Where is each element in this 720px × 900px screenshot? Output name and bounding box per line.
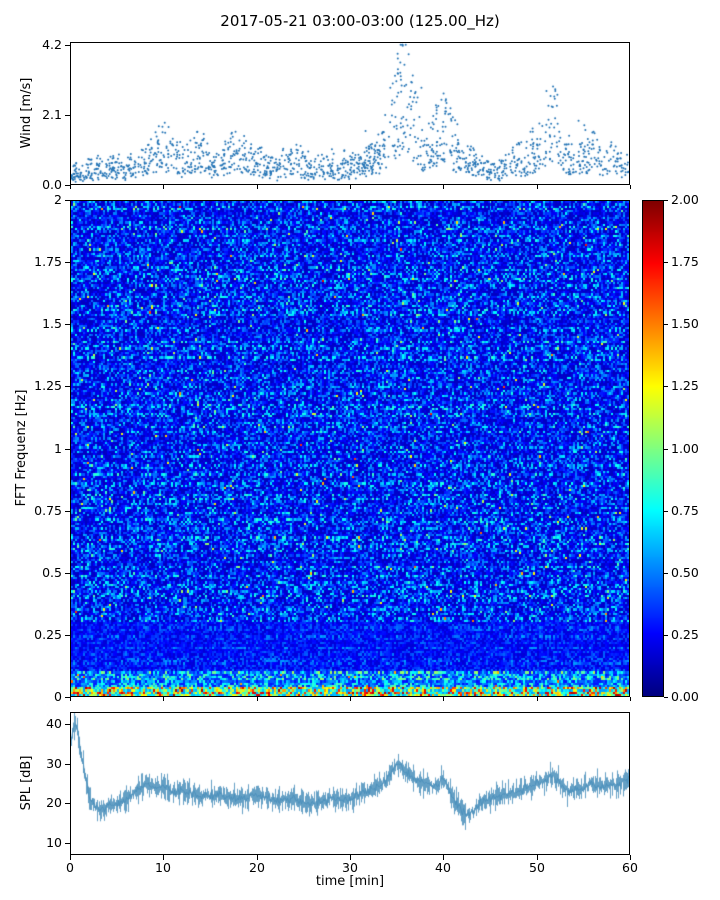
tick-mark [65, 511, 70, 512]
tick-mark [630, 697, 631, 701]
spl-y-axis-label: SPL [dB] [19, 755, 34, 811]
tick-label: 0.25 [671, 627, 699, 642]
tick-mark [257, 697, 258, 701]
tick-mark [65, 324, 70, 325]
spectrogram-heatmap [70, 200, 630, 697]
tick-mark [664, 324, 668, 325]
tick-mark [664, 200, 668, 201]
tick-label: 0.25 [34, 627, 62, 642]
tick-mark [163, 697, 164, 701]
spl-line-canvas [71, 713, 629, 854]
tick-label: 2.00 [671, 192, 699, 207]
tick-mark [350, 185, 351, 189]
tick-mark [65, 45, 70, 46]
tick-mark [664, 386, 668, 387]
tick-mark [70, 697, 71, 701]
tick-mark [163, 185, 164, 189]
tick-label: 1.00 [671, 441, 699, 456]
tick-mark [65, 697, 70, 698]
tick-label: 0.00 [671, 689, 699, 704]
tick-label: 1.50 [671, 316, 699, 331]
tick-label: 0.75 [671, 503, 699, 518]
tick-label: 10 [46, 835, 62, 850]
tick-mark [65, 724, 70, 725]
tick-label: 0.0 [42, 177, 62, 192]
tick-mark [65, 200, 70, 201]
tick-label: 0.5 [42, 565, 62, 580]
tick-mark [443, 697, 444, 701]
tick-mark [664, 635, 668, 636]
tick-mark [350, 855, 351, 860]
wind-scatter-canvas [71, 43, 629, 184]
tick-mark [65, 764, 70, 765]
tick-label: 0.75 [34, 503, 62, 518]
colorbar-canvas [643, 201, 663, 696]
tick-label: 1.25 [34, 378, 62, 393]
tick-mark [65, 635, 70, 636]
tick-mark [65, 386, 70, 387]
tick-label: 1.75 [671, 254, 699, 269]
tick-label: 60 [622, 860, 638, 875]
tick-mark [664, 697, 668, 698]
tick-label: 0.50 [671, 565, 699, 580]
tick-mark [65, 803, 70, 804]
x-axis-label: time [min] [315, 874, 385, 889]
tick-mark [65, 843, 70, 844]
spectrogram-canvas [71, 201, 629, 696]
tick-label: 20 [249, 860, 265, 875]
tick-mark [257, 855, 258, 860]
tick-label: 1.5 [42, 316, 62, 331]
tick-label: 10 [155, 860, 171, 875]
tick-mark [537, 697, 538, 701]
tick-label: 4.2 [42, 37, 62, 52]
colorbar [642, 200, 664, 697]
tick-mark [630, 185, 631, 189]
tick-label: 2 [54, 192, 62, 207]
tick-mark [163, 855, 164, 860]
tick-mark [70, 855, 71, 860]
tick-mark [664, 511, 668, 512]
tick-label: 0 [66, 860, 74, 875]
tick-label: 30 [342, 860, 358, 875]
wind-scatter-plot [70, 42, 630, 185]
figure-title: 2017-05-21 03:00-03:00 (125.00_Hz) [220, 12, 500, 30]
tick-label: 30 [46, 756, 62, 771]
tick-mark [443, 185, 444, 189]
tick-label: 0 [54, 689, 62, 704]
tick-mark [70, 185, 71, 189]
tick-mark [65, 573, 70, 574]
tick-mark [65, 115, 70, 116]
tick-label: 20 [46, 795, 62, 810]
tick-mark [443, 855, 444, 860]
tick-mark [664, 262, 668, 263]
tick-mark [664, 449, 668, 450]
tick-label: 1.25 [671, 378, 699, 393]
tick-mark [664, 573, 668, 574]
tick-mark [65, 185, 70, 186]
tick-label: 50 [529, 860, 545, 875]
tick-label: 2.1 [42, 107, 62, 122]
tick-mark [65, 449, 70, 450]
tick-label: 1 [54, 441, 62, 456]
tick-mark [65, 262, 70, 263]
tick-mark [257, 185, 258, 189]
tick-label: 40 [435, 860, 451, 875]
spl-line-plot [70, 712, 630, 855]
tick-mark [630, 855, 631, 860]
tick-label: 1.75 [34, 254, 62, 269]
tick-mark [350, 697, 351, 701]
tick-label: 40 [46, 716, 62, 731]
tick-mark [537, 855, 538, 860]
tick-mark [537, 185, 538, 189]
